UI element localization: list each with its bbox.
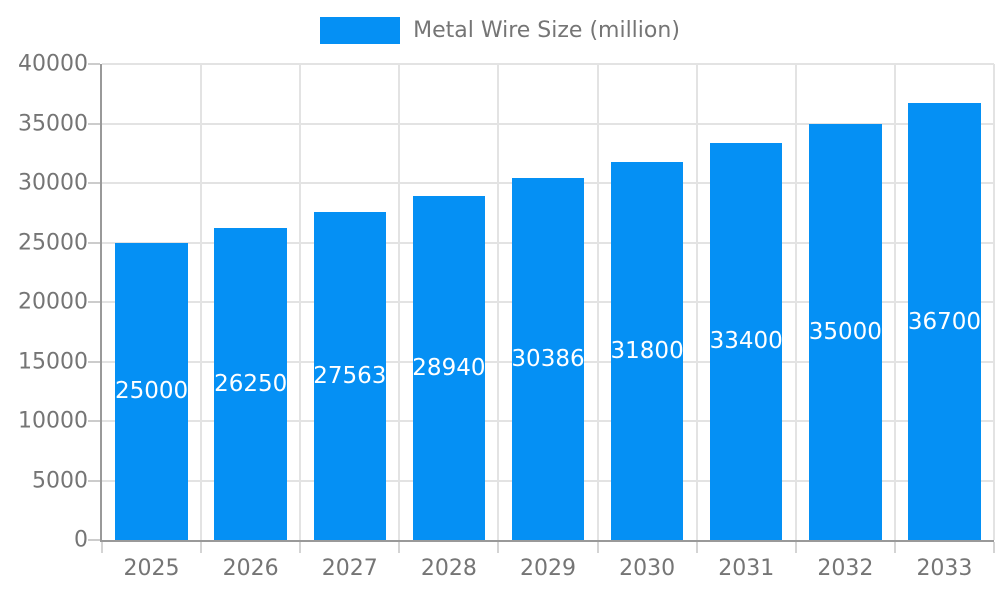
- y-tick-label: 40000: [18, 51, 88, 77]
- y-tick: [88, 122, 100, 125]
- legend[interactable]: Metal Wire Size (million): [0, 17, 1000, 44]
- x-tick-label: 2031: [718, 556, 775, 581]
- bar[interactable]: 36700: [908, 103, 981, 540]
- v-gridline: [893, 64, 896, 540]
- v-gridline: [695, 64, 698, 540]
- v-gridline: [299, 64, 302, 540]
- bar-value-label: 26250: [214, 370, 288, 397]
- y-tick: [88, 63, 100, 65]
- x-tick: [200, 542, 203, 553]
- v-gridline: [596, 64, 599, 540]
- legend-label: Metal Wire Size (million): [413, 18, 680, 43]
- bar[interactable]: 30386: [511, 178, 585, 540]
- bar[interactable]: 26250: [214, 227, 288, 540]
- x-tick-label: 2027: [321, 556, 378, 581]
- x-axis-line: [100, 540, 994, 542]
- x-tick-label: 2026: [222, 556, 279, 581]
- x-tick: [794, 542, 797, 553]
- y-tick: [88, 301, 100, 303]
- y-tick: [88, 182, 100, 184]
- y-tick-label: 10000: [18, 408, 88, 434]
- bar[interactable]: 35000: [808, 123, 882, 540]
- y-tick-label: 15000: [18, 349, 88, 374]
- bar-value-label: 25000: [114, 378, 189, 405]
- bar[interactable]: 28940: [412, 195, 486, 540]
- v-gridline: [993, 64, 995, 540]
- x-tick: [893, 542, 896, 553]
- legend-swatch: [320, 17, 401, 44]
- x-tick-label: 2030: [619, 556, 676, 581]
- x-tick-label: 2033: [916, 556, 973, 581]
- v-gridline: [398, 64, 401, 540]
- x-tick: [993, 542, 995, 553]
- y-tick-label: 20000: [18, 289, 88, 315]
- bar-value-label: 30386: [511, 346, 585, 373]
- y-tick-label: 35000: [18, 111, 88, 136]
- x-tick: [398, 542, 401, 553]
- h-gridline: [102, 63, 994, 65]
- y-tick-label: 0: [74, 527, 88, 553]
- x-tick: [695, 542, 698, 553]
- bar-value-label: 28940: [412, 354, 486, 381]
- y-tick: [88, 360, 100, 363]
- y-tick: [88, 241, 100, 244]
- x-tick-label: 2029: [520, 556, 576, 581]
- y-axis-line: [100, 64, 102, 542]
- bar[interactable]: 33400: [709, 142, 783, 540]
- v-gridline: [497, 64, 500, 540]
- bar-value-label: 36700: [907, 308, 982, 335]
- bar-value-label: 27563: [313, 363, 387, 389]
- plot-area: 25000 26250 27563 28940 30386 31800 33400 35000…: [88, 63, 995, 553]
- y-tick-label: 5000: [32, 468, 88, 493]
- x-tick: [101, 542, 103, 553]
- v-gridline: [200, 64, 203, 540]
- y-tick-label: 25000: [18, 230, 88, 255]
- x-tick: [596, 542, 599, 553]
- x-tick: [497, 542, 500, 553]
- bar[interactable]: 25000: [114, 242, 189, 540]
- y-tick: [88, 539, 100, 541]
- h-gridline: [102, 122, 994, 125]
- bar-value-label: 33400: [709, 328, 783, 355]
- x-tick-label: 2032: [817, 556, 874, 581]
- x-tick: [299, 542, 302, 553]
- y-tick-label: 30000: [18, 170, 88, 196]
- bar[interactable]: 27563: [313, 212, 387, 540]
- v-gridline: [794, 64, 797, 540]
- x-tick-label: 2025: [123, 556, 180, 581]
- bar[interactable]: 31800: [610, 161, 684, 540]
- y-tick: [88, 479, 100, 482]
- bar-value-label: 35000: [808, 318, 882, 345]
- x-tick-label: 2028: [420, 556, 477, 581]
- bar-value-label: 31800: [610, 337, 684, 364]
- y-tick: [88, 420, 100, 422]
